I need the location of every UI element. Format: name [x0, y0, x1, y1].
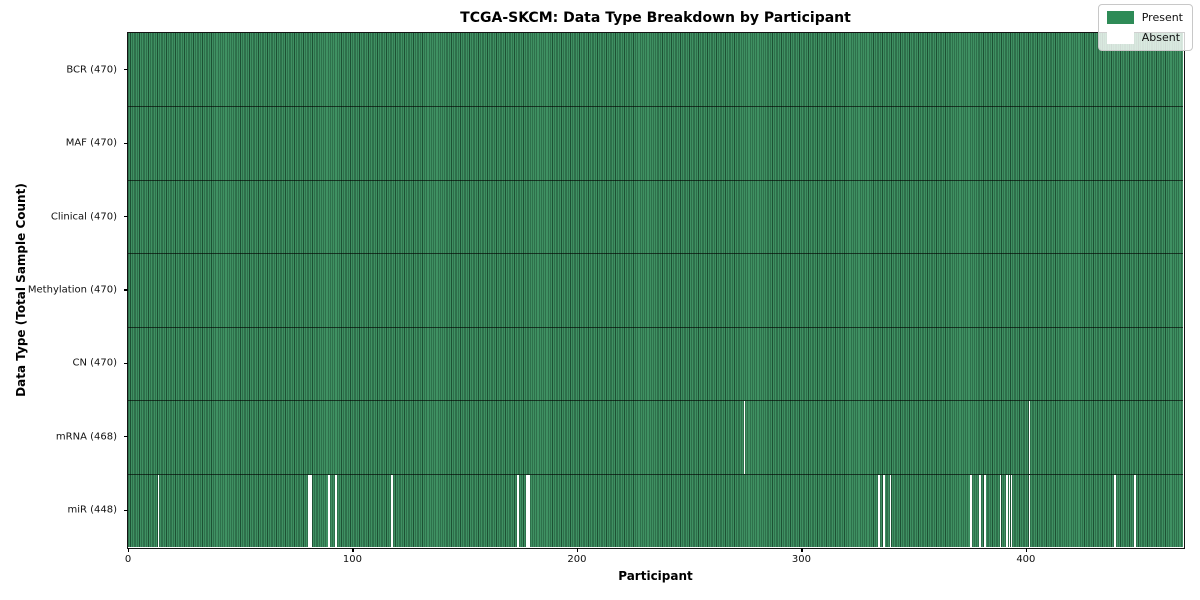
y-tick-label-Methylation: Methylation (470) [27, 284, 117, 296]
y-tick-label-miR: miR (448) [67, 504, 117, 516]
row-boundary [128, 106, 1183, 108]
legend-item-absent: Absent [1106, 31, 1183, 44]
y-tick-mark [123, 509, 128, 511]
chart-title: TCGA-SKCM: Data Type Breakdown by Partic… [460, 10, 851, 26]
x-tick-mark [128, 547, 130, 552]
absent-mark-miR-379 [979, 474, 982, 547]
absent-mark-mRNA-274 [743, 401, 746, 474]
x-tick-label-100: 100 [342, 554, 362, 565]
row-boundary [128, 400, 1183, 402]
y-tick-label-Clinical: Clinical (470) [50, 211, 117, 223]
absent-mark-miR-392 [1008, 474, 1011, 547]
y-tick-mark [123, 436, 128, 438]
absent-mark-miR-13 [157, 474, 160, 547]
y-tick-label-mRNA: mRNA (468) [55, 431, 117, 443]
absent-swatch [1106, 31, 1134, 44]
absent-mark-miR-375 [970, 474, 973, 547]
absent-mark-miR-178 [528, 474, 530, 547]
absent-mark-miR-393 [1010, 474, 1013, 547]
x-tick-mark [576, 547, 579, 552]
y-tick-label-CN: CN (470) [72, 357, 117, 369]
x-tick-label-200: 200 [567, 554, 587, 565]
present-swatch [1106, 11, 1134, 24]
x-tick-label-0: 0 [124, 554, 132, 565]
x-tick-mark [1025, 547, 1028, 552]
row-boundary [128, 179, 1183, 181]
absent-mark-mRNA-401 [1028, 401, 1031, 474]
absent-mark-miR-177 [525, 474, 528, 547]
x-tick-mark [352, 547, 354, 552]
row-boundary [128, 326, 1183, 328]
absent-mark-miR-388 [999, 474, 1002, 547]
absent-mark-miR-80 [308, 474, 310, 547]
absent-mark-miR-391 [1006, 474, 1008, 547]
absent-mark-miR-81 [310, 474, 313, 547]
x-tick-mark [801, 547, 803, 552]
absent-mark-miR-448 [1134, 474, 1136, 547]
x-tick-label-400: 400 [1016, 554, 1036, 565]
legend-item-present: Present [1106, 11, 1183, 24]
absent-mark-miR-89 [328, 474, 331, 547]
absent-mark-miR-92 [335, 474, 337, 547]
absent-mark-miR-117 [391, 474, 393, 547]
absent-mark-miR-339 [889, 474, 892, 547]
x-tick-label-300: 300 [791, 554, 811, 565]
y-tick-mark [123, 289, 128, 291]
absent-mark-miR-401 [1028, 474, 1031, 547]
y-tick-label-MAF: MAF (470) [65, 137, 117, 149]
absent-mark-miR-336 [882, 474, 885, 547]
y-tick-mark [123, 362, 128, 365]
legend-label-absent: Absent [1141, 31, 1181, 44]
absent-mark-miR-439 [1114, 474, 1116, 547]
legend: Present Absent [1097, 4, 1193, 51]
x-axis-label: Participant [618, 569, 693, 583]
y-tick-mark [123, 69, 128, 71]
legend-label-present: Present [1141, 11, 1183, 24]
row-boundary [128, 253, 1183, 255]
y-tick-label-BCR: BCR (470) [66, 64, 117, 76]
plot-area [128, 33, 1183, 547]
y-tick-mark [123, 142, 128, 144]
absent-mark-miR-173 [516, 474, 519, 547]
y-axis-label-text: Data Type (Total Sample Count) [14, 183, 28, 397]
absent-mark-miR-381 [983, 474, 986, 547]
absent-mark-miR-334 [878, 474, 880, 547]
row-boundary [128, 473, 1183, 475]
y-tick-mark [123, 215, 128, 218]
